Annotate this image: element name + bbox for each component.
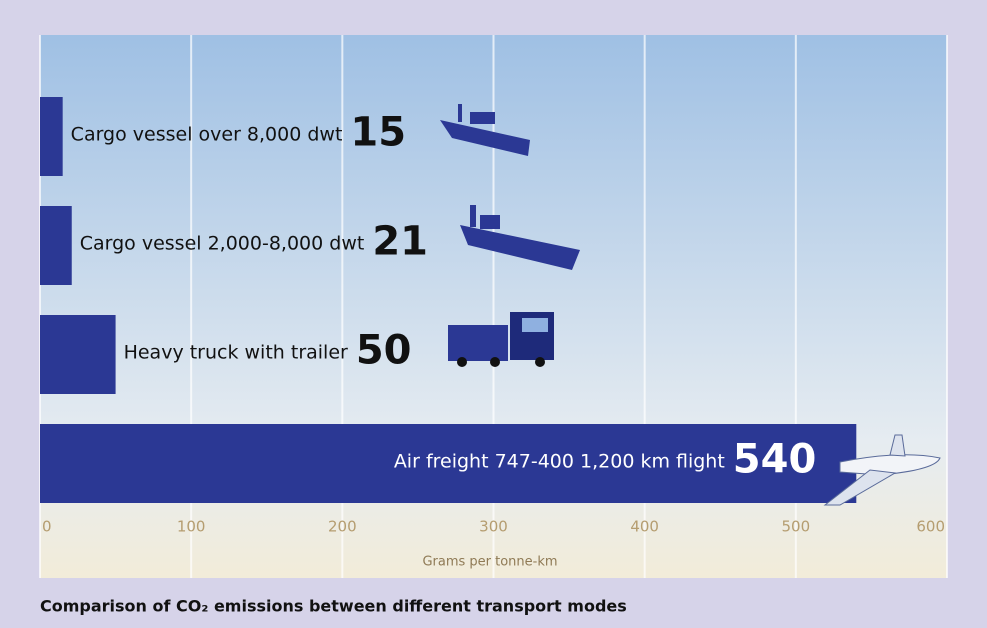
x-tick-label: 600 bbox=[916, 518, 945, 536]
value-label: 15 bbox=[350, 110, 406, 156]
x-tick-label: 200 bbox=[328, 518, 357, 536]
x-tick-label: 0 bbox=[42, 518, 52, 536]
chart-title: Comparison of CO₂ emissions between diff… bbox=[40, 597, 627, 616]
x-tick-label: 300 bbox=[479, 518, 508, 536]
x-axis-label: Grams per tonne-km bbox=[422, 555, 557, 570]
bar bbox=[40, 315, 116, 394]
category-label: Heavy truck with trailer bbox=[124, 341, 348, 363]
value-label: 50 bbox=[356, 328, 412, 374]
category-label: Air freight 747-400 1,200 km flight bbox=[394, 450, 725, 472]
bar bbox=[40, 97, 63, 176]
x-tick-label: 500 bbox=[782, 518, 811, 536]
value-label: 21 bbox=[372, 219, 428, 265]
category-label: Cargo vessel over 8,000 dwt bbox=[71, 123, 343, 145]
chart: Grams per tonne-km Comparison of CO₂ emi… bbox=[0, 0, 987, 628]
category-label: Cargo vessel 2,000-8,000 dwt bbox=[80, 232, 365, 254]
x-tick-label: 100 bbox=[177, 518, 206, 536]
bar bbox=[40, 206, 72, 285]
value-label: 540 bbox=[733, 437, 817, 483]
x-tick-label: 400 bbox=[630, 518, 659, 536]
